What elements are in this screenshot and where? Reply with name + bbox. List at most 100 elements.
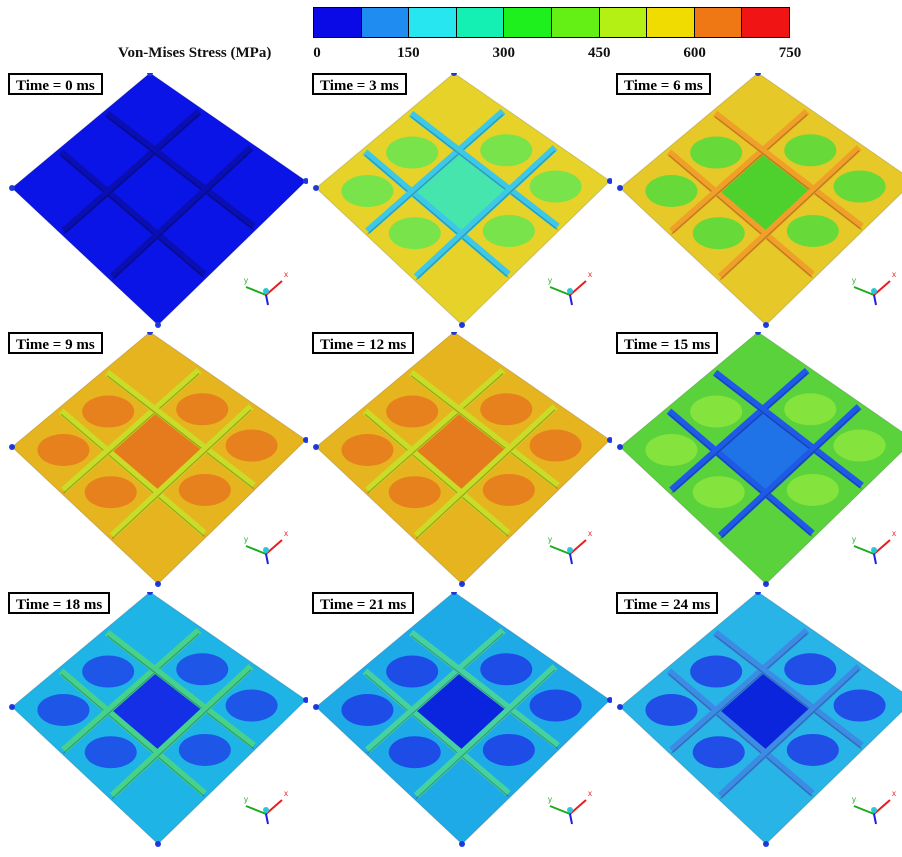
plate-contour: yx [313,592,612,847]
stiffener-rib [58,408,207,537]
stiffener-rib [109,664,254,799]
legend-swatch [551,8,600,37]
legend-tick-label: 600 [683,45,706,61]
stress-region [690,655,743,688]
plate-contour: yx [9,332,308,587]
corner-support [763,322,769,328]
rib-shadow [719,150,860,281]
stress-region [225,170,278,203]
stress-region [692,736,745,769]
legend-tick-label: 0 [313,45,321,61]
legend-colorbar [313,7,790,38]
stress-region [482,733,535,766]
stiffener-rib [109,404,254,539]
stiffener-rib [712,629,864,749]
rib-shadow [63,373,200,494]
axis-x-label: x [284,270,288,279]
stiffener-rib [717,404,862,539]
stiffener-rib [104,629,256,749]
corner-support [155,581,161,587]
time-label: Time = 12 ms [312,332,415,354]
stiffener-rib [717,664,862,799]
stress-region [480,653,533,686]
stress-panel: y x Time = 21 ms [312,592,612,857]
axis-x-label: x [892,270,896,279]
stress-region [225,689,278,722]
stress-region [480,134,533,167]
corner-support [617,444,623,450]
rib-shadow [714,116,862,231]
rib-shadow [410,116,558,231]
legend-tick-label: 450 [587,45,611,61]
legend-tick-label: 750 [778,45,802,61]
stiffener-rib [61,627,202,753]
stress-region [690,395,743,428]
legend-swatch [504,8,552,37]
axis-y-label: y [244,535,248,544]
time-label: Time = 15 ms [616,332,719,354]
stress-region [786,733,839,766]
stress-panel: y x Time = 6 ms [616,73,902,338]
axis-y-label: y [852,795,856,804]
axis-x-label: x [284,789,288,798]
corner-support [303,697,308,703]
stiffener-rib [109,145,254,280]
stiffener-rib [717,145,862,280]
stiffener-rib [365,367,506,493]
axis-triad-icon: yx [852,529,896,565]
stiffener-rib [413,145,558,280]
time-label: Time = 0 ms [8,73,103,95]
rib-shadow [364,154,509,278]
corner-support [617,704,623,710]
stress-region [784,393,837,426]
corner-support [607,178,612,184]
axis-y-label: y [548,276,552,285]
plate-outline [619,332,902,585]
corner-support [313,185,319,191]
axis-x-label: x [892,789,896,798]
stress-region [341,694,394,727]
stiffener-rib [408,110,560,230]
axis-y-label: y [852,276,856,285]
axis-y-label: y [244,276,248,285]
rib-shadow [415,150,556,281]
stress-region [341,434,394,467]
stress-region [692,476,745,509]
stress-region [176,134,229,167]
corner-support [155,322,161,328]
axis-triad-icon: yx [244,529,288,565]
rib-shadow [719,409,860,540]
stress-region [176,393,229,426]
stiffener-rib [362,149,511,278]
axis-y-label: y [548,535,552,544]
corner-support [451,73,457,76]
axis-x-label: x [588,789,592,798]
time-label: Time = 24 ms [616,592,719,614]
rib-shadow [367,114,504,235]
stiffener-rib [669,108,810,234]
rib-shadow [714,375,862,490]
legend-swatch [409,8,457,37]
rib-shadow [111,669,252,800]
stiffener-rib [666,408,815,537]
corner-support [303,178,308,184]
plate-outline [315,73,611,326]
corner-support [607,437,612,443]
stress-region [37,434,90,467]
stress-region [386,395,439,428]
corner-support [617,185,623,191]
stiffener-rib [408,629,560,749]
stress-region [786,473,839,506]
stress-region [82,655,135,688]
stress-region [37,175,90,208]
axis-x-label: x [588,529,592,538]
corner-support [147,592,153,595]
stiffener-rib [413,404,558,539]
plate-outline [619,73,902,326]
axis-triad-icon: yx [548,270,592,306]
axis-x-label: x [284,529,288,538]
axis-y-label: y [548,795,552,804]
legend-swatch [647,8,695,37]
axis-triad-icon: yx [244,270,288,306]
plate-contour: yx [617,332,902,587]
